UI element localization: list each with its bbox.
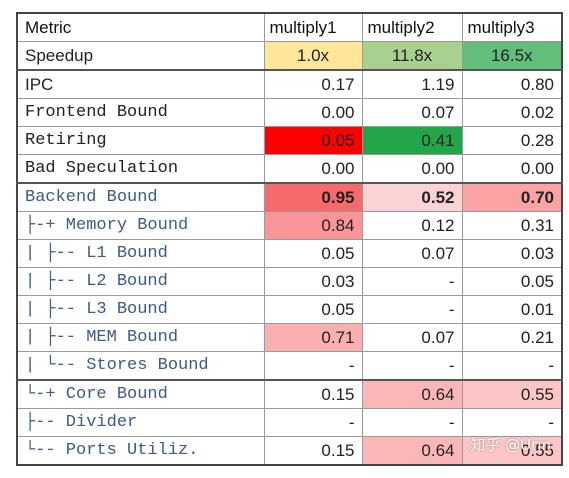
table-row: ├-+ Memory Bound 0.84 0.12 0.31	[16, 211, 563, 240]
header-metric: Metric	[16, 12, 265, 42]
metric-value: 0.05	[263, 126, 363, 155]
metric-value: 0.07	[361, 98, 463, 127]
table-row: | ├-- L1 Bound 0.05 0.07 0.03	[16, 239, 563, 268]
table-row: Bad Speculation 0.00 0.00 0.00	[16, 154, 563, 184]
metric-label: | ├-- MEM Bound	[16, 323, 265, 352]
metric-value: 11.8x	[361, 41, 463, 71]
metric-value: 0.05	[263, 239, 363, 268]
metric-value: -	[361, 295, 463, 324]
metric-label: Backend Bound	[16, 182, 265, 212]
metric-value: 0.95	[263, 182, 363, 212]
metric-label: └-+ Core Bound	[16, 379, 265, 409]
metric-label: | ├-- L2 Bound	[16, 267, 265, 296]
table-row: Backend Bound 0.95 0.52 0.70	[16, 182, 563, 212]
metric-value: 0.07	[361, 239, 463, 268]
metric-value: 0.07	[361, 323, 463, 352]
metric-value: 0.64	[361, 379, 463, 409]
table-row: └-- Ports Utiliz. 0.15 0.64 0.55	[16, 436, 563, 466]
metric-value: 0.00	[263, 98, 363, 127]
metric-value: 0.05	[461, 267, 563, 296]
watermark-text: 知乎 @Urin	[470, 436, 551, 454]
metric-value: -	[461, 408, 563, 437]
metric-label: ├-- Divider	[16, 408, 265, 437]
metrics-table: Metric multiply1 multiply2 multiply3 Spe…	[16, 12, 563, 466]
header-multiply2: multiply2	[361, 12, 463, 42]
metric-value: -	[361, 408, 463, 437]
metric-value: 0.02	[461, 98, 563, 127]
table-row: Retiring 0.05 0.41 0.28	[16, 126, 563, 155]
table-row: | ├-- L2 Bound 0.03-0.05	[16, 267, 563, 296]
table-row: Speedup 1.0x 11.8x 16.5x	[16, 41, 563, 71]
metric-value: -	[263, 351, 363, 381]
table-row: Frontend Bound 0.00 0.07 0.02	[16, 98, 563, 127]
metric-value: 0.70	[461, 182, 563, 212]
metric-label: Frontend Bound	[16, 98, 265, 127]
table-row: | └-- Stores Bound - - -	[16, 351, 563, 381]
metric-label: Speedup	[16, 41, 265, 71]
header-row: Metric multiply1 multiply2 multiply3	[16, 12, 563, 42]
metric-label: ├-+ Memory Bound	[16, 211, 265, 240]
metric-value: 0.64	[361, 436, 463, 466]
metric-value: -	[461, 351, 563, 381]
metric-value: 0.31	[461, 211, 563, 240]
metric-value: -	[361, 351, 463, 381]
header-multiply1: multiply1	[263, 12, 363, 42]
metric-value: 0.03	[263, 267, 363, 296]
metric-label: IPC	[16, 69, 265, 99]
metric-value: 0.80	[461, 69, 563, 99]
metric-label: └-- Ports Utiliz.	[16, 436, 265, 466]
metric-value: 0.00	[361, 154, 463, 184]
metric-value: 0.28	[461, 126, 563, 155]
metrics-table-container: Metric multiply1 multiply2 multiply3 Spe…	[16, 12, 563, 467]
metric-value: 0.52	[361, 182, 463, 212]
metric-value: 0.55	[461, 436, 563, 466]
metric-value: 0.55	[461, 379, 563, 409]
metric-value: 0.71	[263, 323, 363, 352]
metric-value: 0.01	[461, 295, 563, 324]
metric-value: 1.0x	[263, 41, 363, 71]
metric-value: 0.05	[263, 295, 363, 324]
metric-value: 0.00	[263, 154, 363, 184]
metric-value: 0.84	[263, 211, 363, 240]
header-multiply3: multiply3	[461, 12, 563, 42]
table-row: └-+ Core Bound 0.15 0.64 0.55	[16, 379, 563, 409]
metric-value: 0.00	[461, 154, 563, 184]
metric-value: 0.15	[263, 379, 363, 409]
metric-value: 0.15	[263, 436, 363, 466]
metric-label: | ├-- L1 Bound	[16, 239, 265, 268]
metric-label: | └-- Stores Bound	[16, 351, 265, 381]
metric-label: Retiring	[16, 126, 265, 155]
metric-value: 0.03	[461, 239, 563, 268]
table-row: IPC 0.17 1.19 0.80	[16, 69, 563, 99]
table-row: | ├-- MEM Bound 0.71 0.07 0.21	[16, 323, 563, 352]
metric-value: 0.41	[361, 126, 463, 155]
metric-value: 0.21	[461, 323, 563, 352]
table-row: ├-- Divider - - -	[16, 408, 563, 437]
metric-value: 0.12	[361, 211, 463, 240]
metric-value: 1.19	[361, 69, 463, 99]
metric-label: Bad Speculation	[16, 154, 265, 184]
metric-value: -	[263, 408, 363, 437]
metric-value: 0.17	[263, 69, 363, 99]
metric-value: 16.5x	[461, 41, 563, 71]
metric-label: | ├-- L3 Bound	[16, 295, 265, 324]
table-row: | ├-- L3 Bound 0.05-0.01	[16, 295, 563, 324]
metric-value: -	[361, 267, 463, 296]
